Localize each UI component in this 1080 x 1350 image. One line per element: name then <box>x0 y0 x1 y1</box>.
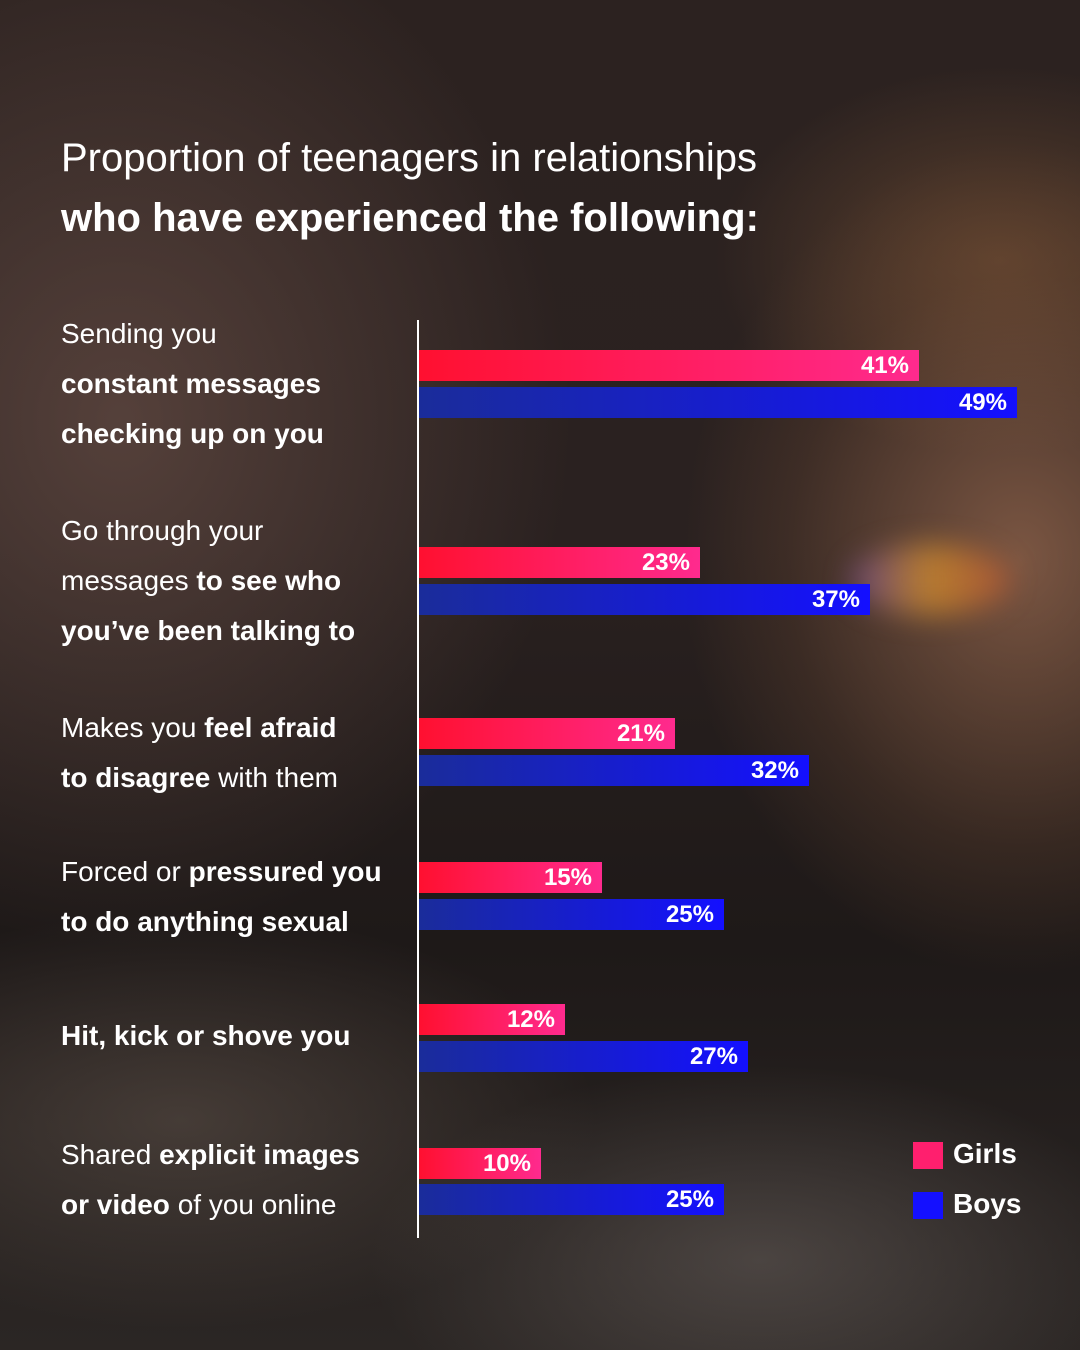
bar-boys-1: 49% <box>419 387 1017 418</box>
chart-title: Proportion of teenagers in relationships… <box>61 128 961 248</box>
category-label-line: Sending you <box>61 309 411 359</box>
category-label-text: you’ve been talking to <box>61 615 356 646</box>
category-label-text: pressured you <box>188 856 382 887</box>
category-label-1: Sending you constant messages checking up … <box>61 309 411 459</box>
data-label-girls-2: 23% <box>641 549 690 576</box>
category-label-text: of you online <box>169 1189 337 1220</box>
bar-boys-6: 25% <box>419 1184 724 1215</box>
category-label-text: Makes you <box>61 712 205 743</box>
category-label-text: with them <box>210 762 338 793</box>
category-label-text: to disagree <box>61 762 211 793</box>
data-label-boys-3: 32% <box>750 757 799 784</box>
light-flare <box>850 545 1010 615</box>
category-label-text: messages <box>61 565 197 596</box>
category-label-text: Shared <box>61 1139 160 1170</box>
category-label-text: Sending you <box>61 318 217 349</box>
category-label-text: Go through your <box>61 515 264 546</box>
bar-girls-2: 23% <box>419 547 700 578</box>
category-label-line: Forced or pressured you <box>61 847 411 897</box>
category-label-5: Hit, kick or shove you <box>61 1011 411 1061</box>
category-label-text: explicit images <box>159 1139 360 1170</box>
category-label-text: constant messages <box>61 368 321 399</box>
category-label-line: to do anything sexual <box>61 897 411 947</box>
bar-girls-5: 12% <box>419 1004 565 1035</box>
legend-swatch-boys <box>913 1192 943 1219</box>
category-label-2: Go through your messages to see who you’ve… <box>61 506 411 656</box>
bar-girls-3: 21% <box>419 718 675 749</box>
data-label-boys-6: 25% <box>665 1186 714 1213</box>
category-label-6: Shared explicit images or video of you on… <box>61 1130 411 1230</box>
category-label-text: or video <box>61 1189 170 1220</box>
category-label-line: to disagree with them <box>61 753 411 803</box>
category-label-line: Makes you feel afraid <box>61 703 411 753</box>
category-label-4: Forced or pressured you to do anything se… <box>61 847 411 947</box>
category-label-line: you’ve been talking to <box>61 606 411 656</box>
category-label-line: Shared explicit images <box>61 1130 411 1180</box>
category-label-line: checking up on you <box>61 409 411 459</box>
title-line-1: Proportion of teenagers in relationships <box>61 136 757 180</box>
category-label-line: messages to see who <box>61 556 411 606</box>
data-label-boys-2: 37% <box>811 586 860 613</box>
category-label-line: constant messages <box>61 359 411 409</box>
data-label-girls-5: 12% <box>506 1006 555 1033</box>
category-label-text: to see who <box>196 565 342 596</box>
data-label-girls-1: 41% <box>860 352 909 379</box>
bar-boys-5: 27% <box>419 1041 748 1072</box>
title-line-2: who have experienced the following: <box>61 196 759 240</box>
data-label-boys-1: 49% <box>958 389 1007 416</box>
bar-girls-4: 15% <box>419 862 602 893</box>
category-label-3: Makes you feel afraid to disagree with th… <box>61 703 411 803</box>
data-label-girls-6: 10% <box>482 1150 531 1177</box>
legend-label-girls: Girls <box>953 1138 1017 1169</box>
bar-girls-6: 10% <box>419 1148 541 1179</box>
legend-label-boys: Boys <box>953 1188 1022 1219</box>
category-label-text: Forced or <box>61 856 189 887</box>
bar-girls-1: 41% <box>419 350 919 381</box>
category-label-line: or video of you online <box>61 1180 411 1230</box>
category-label-text: to do anything sexual <box>61 906 349 937</box>
category-label-line: Hit, kick or shove you <box>61 1011 411 1061</box>
data-label-boys-4: 25% <box>665 901 714 928</box>
legend-swatch-girls <box>913 1142 943 1169</box>
bar-boys-4: 25% <box>419 899 724 930</box>
category-label-text: checking up on you <box>61 418 324 449</box>
bar-boys-3: 32% <box>419 755 809 786</box>
category-label-text: feel afraid <box>204 712 337 743</box>
data-label-girls-3: 21% <box>616 720 665 747</box>
bar-boys-2: 37% <box>419 584 870 615</box>
category-label-text: Hit, kick or shove you <box>61 1020 351 1051</box>
axis-line <box>417 320 419 1238</box>
data-label-boys-5: 27% <box>689 1043 738 1070</box>
category-label-line: Go through your <box>61 506 411 556</box>
data-label-girls-4: 15% <box>543 864 592 891</box>
